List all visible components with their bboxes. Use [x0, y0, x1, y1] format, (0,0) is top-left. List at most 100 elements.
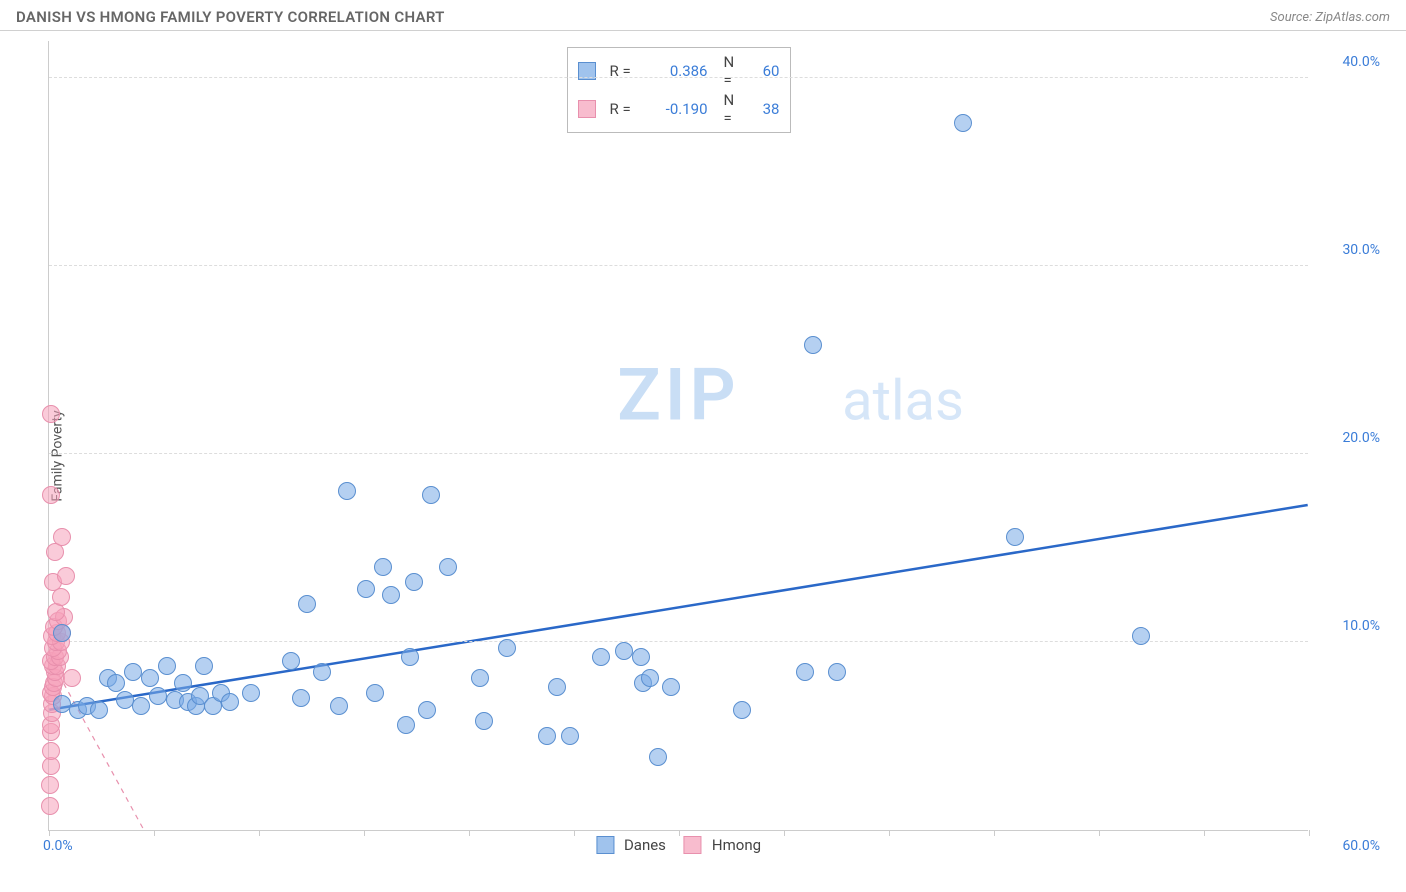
data-point-blue [107, 674, 125, 692]
data-point-blue [548, 678, 566, 696]
r-value: -0.190 [648, 100, 708, 118]
y-tick-label: 40.0% [1316, 54, 1380, 70]
data-point-blue [954, 114, 972, 132]
data-point-blue [298, 595, 316, 613]
data-point-blue [330, 697, 348, 715]
data-point-pink [42, 486, 60, 504]
legend-item-hmong: Hmong [684, 836, 761, 854]
data-point-blue [116, 691, 134, 709]
data-point-blue [401, 648, 419, 666]
plot-area: ZIP atlas R = 0.386 N = 60 R = -0.190 N … [48, 41, 1308, 831]
data-point-blue [149, 687, 167, 705]
y-tick-label: 20.0% [1316, 430, 1380, 446]
gridline [49, 453, 1308, 454]
svg-text:ZIP: ZIP [617, 353, 739, 438]
data-point-blue [1132, 627, 1150, 645]
legend-label: Hmong [712, 836, 761, 854]
x-tick-label: 0.0% [43, 838, 73, 854]
data-point-blue [195, 657, 213, 675]
data-point-pink [41, 797, 59, 815]
data-point-blue [53, 695, 71, 713]
data-point-blue [733, 701, 751, 719]
data-point-blue [366, 684, 384, 702]
data-point-blue [804, 336, 822, 354]
data-point-blue [561, 727, 579, 745]
swatch-blue-icon [596, 836, 614, 854]
data-point-blue [292, 689, 310, 707]
x-tick [364, 830, 365, 836]
data-point-blue [313, 663, 331, 681]
data-point-blue [592, 648, 610, 666]
data-point-blue [632, 648, 650, 666]
swatch-pink-icon [578, 100, 596, 118]
data-point-blue [422, 486, 440, 504]
data-point-blue [338, 482, 356, 500]
data-point-blue [1006, 528, 1024, 546]
data-point-blue [649, 748, 667, 766]
data-point-blue [132, 697, 150, 715]
data-point-pink [63, 669, 81, 687]
data-point-blue [124, 663, 142, 681]
x-tick [1099, 830, 1100, 836]
x-tick [784, 830, 785, 836]
data-point-blue [357, 580, 375, 598]
data-point-blue [374, 558, 392, 576]
data-point-blue [439, 558, 457, 576]
legend-label: Danes [624, 836, 666, 854]
correlation-row-danes: R = 0.386 N = 60 [578, 52, 780, 90]
data-point-blue [382, 586, 400, 604]
watermark: ZIP atlas [49, 41, 1308, 830]
data-point-blue [615, 642, 633, 660]
x-tick [1309, 830, 1310, 836]
series-legend: Danes Hmong [596, 836, 761, 854]
gridline [49, 265, 1308, 266]
x-tick [469, 830, 470, 836]
x-tick [679, 830, 680, 836]
gridline [49, 77, 1308, 78]
data-point-blue [158, 657, 176, 675]
data-point-blue [397, 716, 415, 734]
data-point-blue [662, 678, 680, 696]
legend-item-danes: Danes [596, 836, 666, 854]
n-value: 38 [750, 100, 780, 118]
data-point-blue [641, 669, 659, 687]
svg-text:atlas: atlas [842, 368, 964, 434]
data-point-pink [41, 776, 59, 794]
data-point-blue [141, 669, 159, 687]
data-point-blue [90, 701, 108, 719]
data-point-blue [174, 674, 192, 692]
data-point-blue [418, 701, 436, 719]
data-point-blue [53, 624, 71, 642]
data-point-blue [498, 639, 516, 657]
r-label: R = [610, 100, 638, 118]
x-tick [574, 830, 575, 836]
gridline [49, 641, 1308, 642]
data-point-blue [828, 663, 846, 681]
data-point-blue [475, 712, 493, 730]
x-tick [154, 830, 155, 836]
data-point-blue [405, 573, 423, 591]
data-point-blue [221, 693, 239, 711]
title-bar: DANISH VS HMONG FAMILY POVERTY CORRELATI… [0, 0, 1406, 31]
n-label: N = [724, 91, 740, 127]
data-point-blue [796, 663, 814, 681]
trend-lines [49, 41, 1308, 830]
data-point-blue [282, 652, 300, 670]
y-tick-label: 10.0% [1316, 618, 1380, 634]
x-tick [1204, 830, 1205, 836]
x-tick [49, 830, 50, 836]
chart-container: Family Poverty ZIP atlas R = 0.386 N = 6… [0, 31, 1406, 881]
y-tick-label: 30.0% [1316, 242, 1380, 258]
correlation-legend: R = 0.386 N = 60 R = -0.190 N = 38 [567, 47, 791, 133]
data-point-pink [57, 567, 75, 585]
data-point-pink [42, 742, 60, 760]
data-point-pink [42, 405, 60, 423]
chart-title: DANISH VS HMONG FAMILY POVERTY CORRELATI… [16, 8, 445, 26]
data-point-blue [242, 684, 260, 702]
x-tick [994, 830, 995, 836]
n-label: N = [724, 53, 740, 89]
data-point-blue [538, 727, 556, 745]
data-point-blue [471, 669, 489, 687]
x-tick [259, 830, 260, 836]
x-tick [889, 830, 890, 836]
